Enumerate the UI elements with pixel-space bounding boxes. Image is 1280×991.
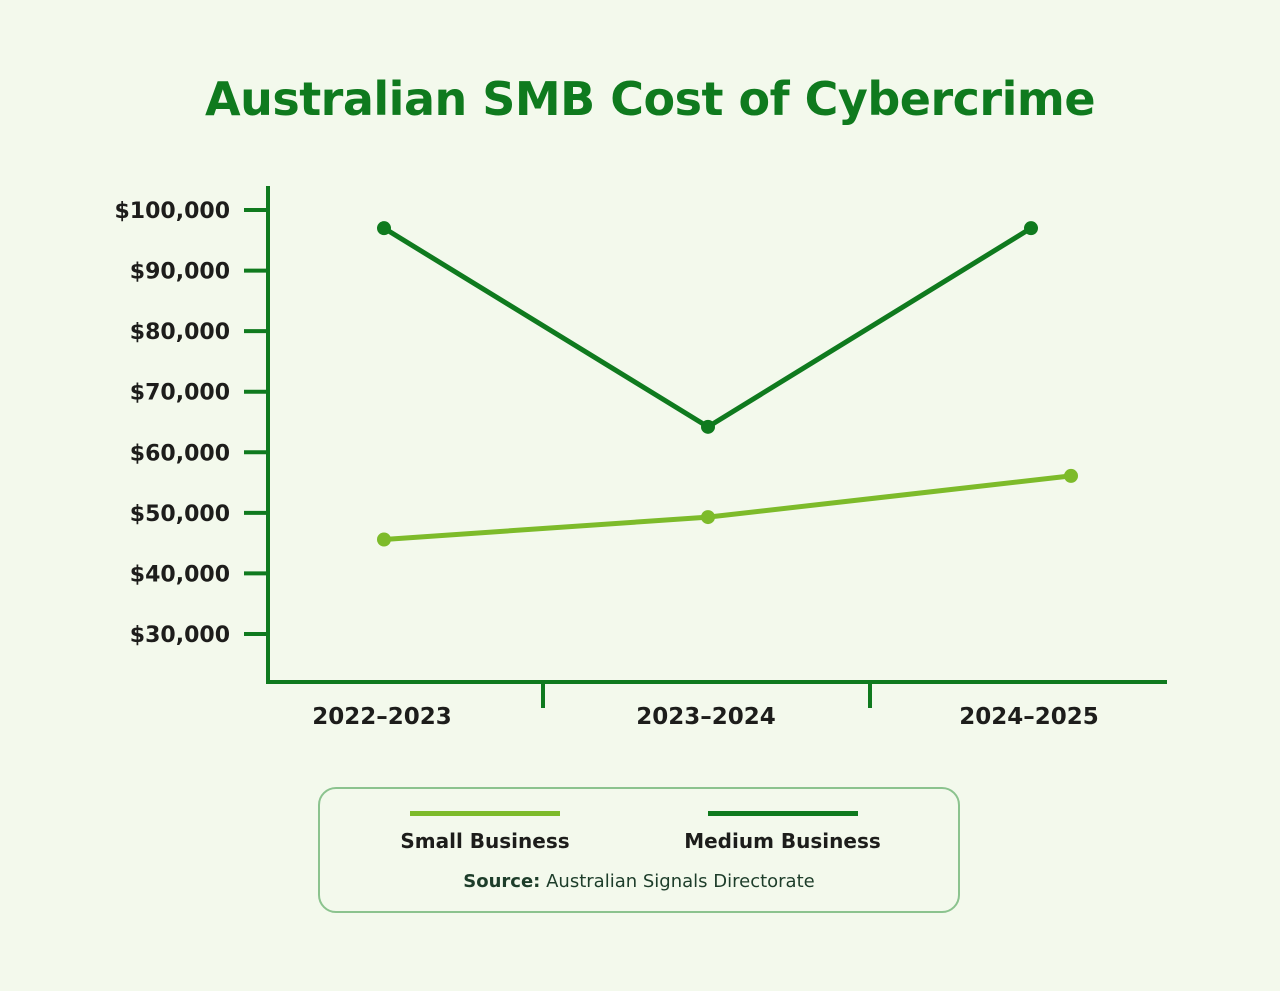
data-point [1024, 221, 1038, 236]
source-note: Source: Australian Signals Directorate [320, 871, 958, 892]
x-tick-label: 2023–2024 [636, 704, 776, 730]
legend-item-medium-business: Medium Business [675, 811, 890, 853]
data-point [701, 419, 715, 434]
legend: Small Business Medium Business Source: A… [318, 787, 960, 913]
series-medium-business [377, 221, 1038, 434]
x-tick-label: 2022–2023 [312, 704, 452, 730]
series-layer [377, 221, 1078, 547]
chart-title: Australian SMB Cost of Cybercrime [204, 72, 1096, 126]
y-tick-label: $100,000 [114, 199, 230, 224]
legend-label: Medium Business [684, 829, 881, 853]
legend-item-small-business: Small Business [380, 811, 590, 853]
x-tick-label: 2024–2025 [959, 704, 1099, 730]
x-axis: 2022–2023 2023–2024 2024–2025 [266, 680, 1167, 730]
y-axis: $30,000 $40,000 $50,000 $60,000 $70,000 $80,0… [114, 186, 270, 682]
source-label: Source: [463, 871, 541, 892]
legend-label: Small Business [400, 829, 570, 853]
y-tick-label: $80,000 [130, 320, 230, 345]
legend-swatch-medium-business [707, 811, 858, 816]
y-tick-label: $90,000 [130, 260, 230, 285]
series-small-business [377, 468, 1078, 547]
y-tick-label: $30,000 [130, 623, 230, 648]
data-point [701, 510, 715, 525]
data-point [377, 221, 391, 236]
y-tick-label: $50,000 [130, 502, 230, 527]
data-point [377, 532, 391, 547]
source-value: Australian Signals Directorate [546, 871, 815, 892]
data-point [1064, 468, 1078, 483]
y-tick-label: $60,000 [130, 441, 230, 466]
y-tick-label: $70,000 [130, 381, 230, 406]
legend-swatch-small-business [410, 811, 560, 816]
y-tick-label: $40,000 [130, 562, 230, 587]
